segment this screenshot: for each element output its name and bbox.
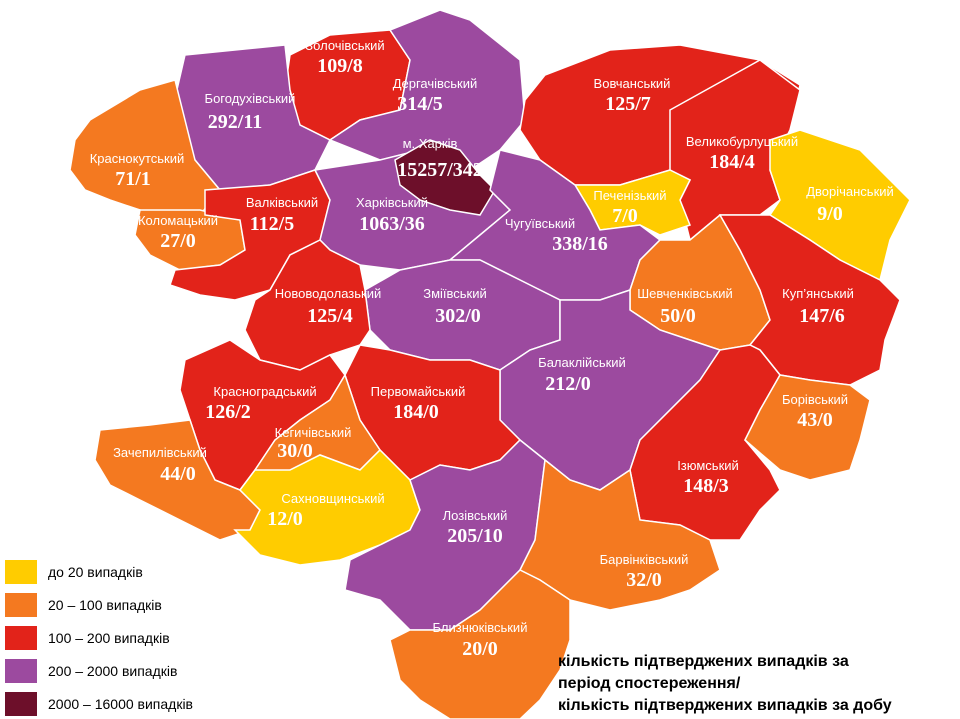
region-value: 147/6 bbox=[799, 305, 845, 327]
region-value: 338/16 bbox=[552, 233, 608, 255]
region bbox=[744, 374, 871, 481]
region-value: 12/0 bbox=[267, 508, 303, 530]
region-name: Золочівський bbox=[305, 38, 384, 53]
region-value: 302/0 bbox=[435, 305, 481, 327]
legend-swatch bbox=[5, 593, 37, 617]
region-value: 30/0 bbox=[277, 440, 313, 462]
region-name: Нововодолазький bbox=[275, 286, 381, 301]
region-value: 112/5 bbox=[250, 213, 294, 235]
region-name: Ізюмський bbox=[677, 458, 739, 473]
region-value: 20/0 bbox=[462, 638, 498, 660]
region-value: 71/1 bbox=[115, 168, 151, 190]
region-name: Кегичівський bbox=[275, 425, 352, 440]
region-name: Коломацький bbox=[138, 213, 218, 228]
region-name: Зміївський bbox=[423, 286, 487, 301]
region-value: 44/0 bbox=[160, 463, 196, 485]
legend-swatch bbox=[5, 692, 37, 716]
note-line: період спостереження/ bbox=[558, 675, 741, 692]
region-name: Балаклійський bbox=[538, 355, 626, 370]
legend-label: 100 – 200 випадків bbox=[48, 630, 170, 646]
region-value: 50/0 bbox=[660, 305, 696, 327]
note-line: кількість підтверджених випадків за bbox=[558, 653, 849, 670]
region-value: 15257/342 bbox=[397, 159, 483, 181]
region-name: Борівський bbox=[782, 392, 848, 407]
region-value: 148/3 bbox=[683, 475, 729, 497]
region-value: 314/5 bbox=[397, 93, 443, 115]
region-name: Дергачівський bbox=[393, 76, 478, 91]
legend-label: до 20 випадків bbox=[48, 564, 143, 580]
region-name: Близнюківський bbox=[433, 620, 528, 635]
region-name: Дворічанський bbox=[806, 184, 894, 199]
region-value: 32/0 bbox=[626, 569, 662, 591]
region-value: 9/0 bbox=[817, 203, 843, 225]
legend-swatch bbox=[5, 560, 37, 584]
region-name: Лозівський bbox=[443, 508, 508, 523]
region-name: Чугуївський bbox=[505, 216, 575, 231]
region-value: 184/0 bbox=[393, 401, 439, 423]
region-value: 7/0 bbox=[612, 205, 638, 227]
region-value: 292/11 bbox=[208, 111, 262, 133]
legend-swatch bbox=[5, 626, 37, 650]
region-name: Краснокутський bbox=[90, 151, 185, 166]
region bbox=[518, 458, 721, 611]
note-line: кількість підтверджених випадків за добу bbox=[558, 697, 892, 714]
legend-label: 20 – 100 випадків bbox=[48, 597, 162, 613]
region bbox=[244, 239, 371, 371]
region-name: Зачепилівський bbox=[113, 445, 207, 460]
region-name: Первомайський bbox=[371, 384, 466, 399]
region-name: Красноградський bbox=[213, 384, 316, 399]
region-value: 27/0 bbox=[160, 230, 196, 252]
legend-label: 200 – 2000 випадків bbox=[48, 663, 177, 679]
region-name: Великобурлуцький bbox=[686, 134, 798, 149]
region-name: Вовчанський bbox=[594, 76, 671, 91]
region-name: Печенізький bbox=[593, 188, 666, 203]
region-name: Сахновщинський bbox=[281, 491, 384, 506]
region bbox=[629, 344, 781, 541]
region-name: Куп’янський bbox=[782, 286, 854, 301]
legend-swatch bbox=[5, 659, 37, 683]
legend-label: 2000 – 16000 випадків bbox=[48, 696, 193, 712]
region bbox=[394, 139, 496, 216]
region-name: м. Харків bbox=[403, 136, 458, 151]
region-value: 126/2 bbox=[205, 401, 251, 423]
region-value: 125/4 bbox=[307, 305, 353, 327]
region-value: 109/8 bbox=[317, 55, 363, 77]
region-value: 212/0 bbox=[545, 373, 591, 395]
region-name: Барвінківський bbox=[600, 552, 689, 567]
region-value: 205/10 bbox=[447, 525, 503, 547]
region-value: 1063/36 bbox=[359, 213, 425, 235]
region-name: Харківський bbox=[356, 195, 428, 210]
region-name: Валківський bbox=[246, 195, 318, 210]
region-value: 125/7 bbox=[605, 93, 651, 115]
region bbox=[389, 569, 571, 719]
region-value: 184/4 bbox=[709, 151, 755, 173]
region-name: Шевченківський bbox=[637, 286, 732, 301]
region-name: Богодухівський bbox=[205, 91, 296, 106]
region-value: 43/0 bbox=[797, 409, 833, 431]
